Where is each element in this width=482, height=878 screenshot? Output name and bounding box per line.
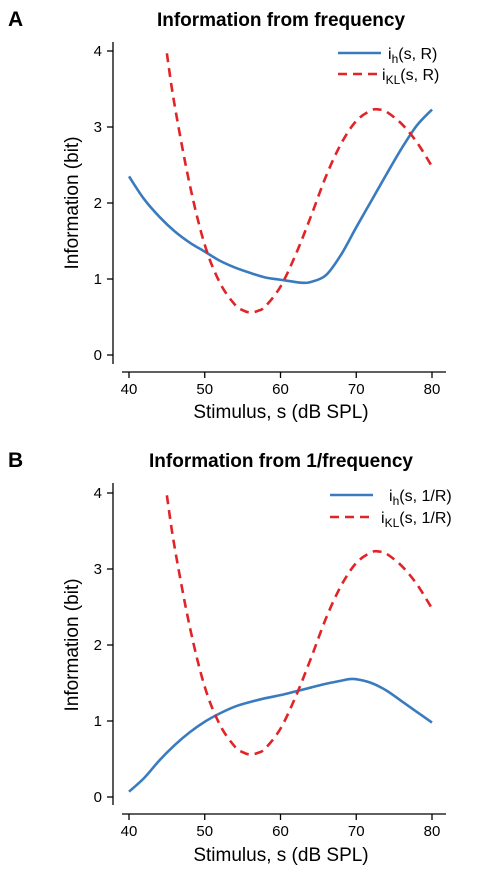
- x-tick-label-b: 60: [272, 823, 289, 840]
- legend-sub-ikl-a: KL: [386, 73, 401, 87]
- legend-main-ikl-a: i: [382, 67, 386, 84]
- y-ticks-b: 0 1 2 3 4: [94, 485, 113, 806]
- chart-title-a: Information from frequency: [157, 10, 406, 31]
- series-line-h-a: [127, 108, 433, 285]
- legend-args-ikl-a: (s, R): [400, 67, 439, 84]
- y-tick-label-b: 4: [94, 485, 102, 502]
- x-tick-label-a: 40: [121, 381, 138, 398]
- y-tick-label-b: 1: [94, 713, 102, 730]
- y-tick-label-a: 2: [94, 195, 102, 212]
- legend-args-ikl-b: (s, 1/R): [399, 510, 451, 527]
- y-tick-label-a: 1: [94, 271, 102, 288]
- series-line-h-b: [128, 677, 433, 793]
- y-tick-label-b: 0: [94, 789, 102, 806]
- panel-b: B Information from 1/frequency 0 1 2 3 4 40 5…: [8, 449, 452, 866]
- x-tick-label-a: 50: [196, 381, 213, 398]
- x-ticks-a: 40 50 60 70 80: [121, 372, 441, 398]
- legend-sub-ih-b: h: [393, 494, 400, 508]
- legend-a: ih(s, R) iKL(s, R): [338, 46, 439, 87]
- legend-label-ikl-a: iKL(s, R): [382, 67, 439, 87]
- y-ticks-a: 0 1 2 3 4: [94, 43, 113, 364]
- legend-label-ih-b: ih(s, 1/R): [389, 488, 452, 508]
- x-ticks-b: 40 50 60 70 80: [121, 814, 441, 840]
- x-tick-label-a: 60: [272, 381, 289, 398]
- y-axis-label-a: Information (bit): [62, 136, 83, 269]
- y-tick-label-a: 3: [94, 119, 102, 136]
- y-axis-label-b: Information (bit): [62, 578, 83, 711]
- legend-main-ih-a: i: [388, 46, 392, 63]
- panel-letter-b: B: [8, 449, 23, 472]
- y-tick-label-b: 2: [94, 637, 102, 654]
- legend-label-ih-a: ih(s, R): [388, 46, 437, 66]
- legend-b: ih(s, 1/R) iKL(s, 1/R): [330, 488, 452, 530]
- y-tick-label-b: 3: [94, 561, 102, 578]
- x-tick-label-b: 40: [121, 823, 138, 840]
- series-line-kl-a: [165, 53, 434, 314]
- y-tick-label-a: 0: [94, 347, 102, 364]
- x-axis-label-a: Stimulus, s (dB SPL): [193, 402, 368, 423]
- chart-title-b: Information from 1/frequency: [149, 451, 413, 472]
- legend-sub-ikl-b: KL: [385, 516, 400, 530]
- legend-sub-ih-a: h: [392, 52, 399, 66]
- legend-main-ih-b: i: [389, 488, 393, 505]
- y-tick-label-a: 4: [94, 43, 102, 60]
- x-tick-label-b: 50: [196, 823, 213, 840]
- panel-a: A Information from frequency 0 1 2 3 4 40 50 6…: [8, 8, 446, 423]
- x-tick-label-b: 70: [348, 823, 365, 840]
- panel-letter-a: A: [8, 8, 23, 31]
- series-line-kl-b: [165, 495, 434, 756]
- legend-args-ih-a: (s, R): [398, 46, 437, 63]
- legend-label-ikl-b: iKL(s, 1/R): [381, 510, 452, 530]
- x-tick-label-a: 80: [424, 381, 441, 398]
- x-axis-label-b: Stimulus, s (dB SPL): [193, 845, 368, 866]
- series-layer-b: [128, 495, 434, 793]
- legend-args-ih-b: (s, 1/R): [399, 488, 451, 505]
- x-tick-label-a: 70: [348, 381, 365, 398]
- x-tick-label-b: 80: [424, 823, 441, 840]
- legend-main-ikl-b: i: [381, 510, 385, 527]
- series-layer-a: [127, 53, 434, 314]
